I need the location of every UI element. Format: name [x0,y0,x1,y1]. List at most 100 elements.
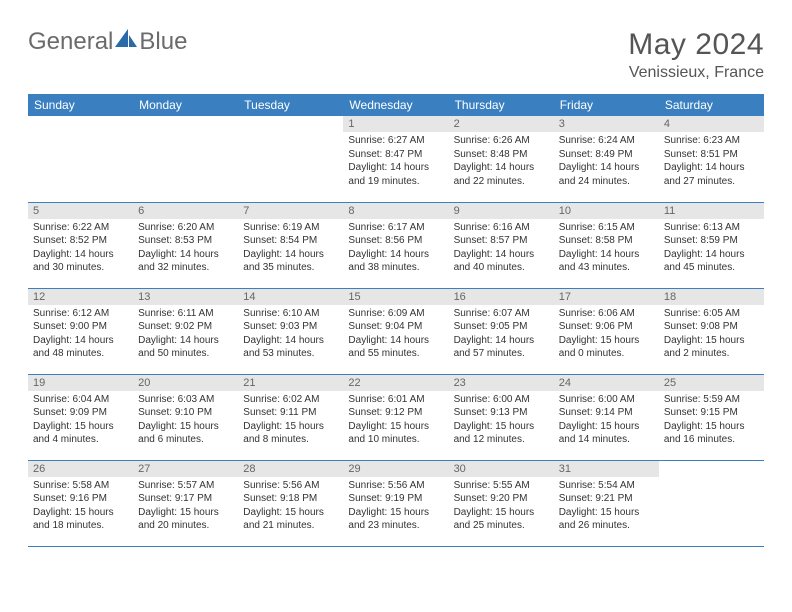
calendar-week-row: 1 Sunrise: 6:27 AMSunset: 8:47 PMDaylight… [28,116,764,202]
day-detail: Sunrise: 6:27 AMSunset: 8:47 PMDaylight:… [348,134,443,188]
day-number: 7 [238,203,343,219]
day-number: 21 [238,375,343,391]
day-number: 10 [554,203,659,219]
calendar-day-cell: 30Sunrise: 5:55 AMSunset: 9:20 PMDayligh… [449,460,554,546]
daylight-line: Daylight: 15 hours and 4 minutes. [33,420,128,447]
day-number: 8 [343,203,448,219]
daylight-line: Daylight: 15 hours and 2 minutes. [664,334,759,361]
sunrise-line: Sunrise: 6:23 AM [664,134,759,148]
daylight-line: Daylight: 15 hours and 6 minutes. [138,420,233,447]
sunset-line: Sunset: 9:20 PM [454,492,549,506]
brand-part1: General [28,28,113,56]
daylight-line: Daylight: 14 hours and 35 minutes. [243,248,338,275]
calendar-day-cell: 31Sunrise: 5:54 AMSunset: 9:21 PMDayligh… [554,460,659,546]
sunrise-line: Sunrise: 5:59 AM [664,393,759,407]
sunrise-line: Sunrise: 6:20 AM [138,221,233,235]
daylight-line: Daylight: 14 hours and 57 minutes. [454,334,549,361]
day-detail: Sunrise: 6:10 AMSunset: 9:03 PMDaylight:… [243,307,338,361]
day-number: 23 [449,375,554,391]
daylight-line: Daylight: 14 hours and 53 minutes. [243,334,338,361]
sunset-line: Sunset: 9:19 PM [348,492,443,506]
daylight-line: Daylight: 14 hours and 27 minutes. [664,161,759,188]
day-number: 13 [133,289,238,305]
sunrise-line: Sunrise: 6:15 AM [559,221,654,235]
calendar-day-cell: 2Sunrise: 6:26 AMSunset: 8:48 PMDaylight… [449,116,554,202]
sunrise-line: Sunrise: 6:10 AM [243,307,338,321]
sunset-line: Sunset: 9:09 PM [33,406,128,420]
calendar-week-row: 26Sunrise: 5:58 AMSunset: 9:16 PMDayligh… [28,460,764,546]
location-label: Venissieux, France [628,64,764,82]
calendar-day-cell: 21Sunrise: 6:02 AMSunset: 9:11 PMDayligh… [238,374,343,460]
calendar-day-cell: 24Sunrise: 6:00 AMSunset: 9:14 PMDayligh… [554,374,659,460]
day-detail: Sunrise: 6:23 AMSunset: 8:51 PMDaylight:… [664,134,759,188]
day-number: 1 [343,116,448,132]
day-detail: Sunrise: 6:00 AMSunset: 9:14 PMDaylight:… [559,393,654,447]
sunrise-line: Sunrise: 6:26 AM [454,134,549,148]
calendar-day-cell: 27Sunrise: 5:57 AMSunset: 9:17 PMDayligh… [133,460,238,546]
weekday-header: Saturday [659,94,764,116]
calendar-day-cell: 10 Sunrise: 6:15 AMSunset: 8:58 PMDayligh… [554,202,659,288]
sunset-line: Sunset: 9:03 PM [243,320,338,334]
day-number: 17 [554,289,659,305]
sunset-line: Sunset: 9:16 PM [33,492,128,506]
day-detail: Sunrise: 6:20 AMSunset: 8:53 PMDaylight:… [138,221,233,275]
sunrise-line: Sunrise: 6:06 AM [559,307,654,321]
day-detail: Sunrise: 6:03 AMSunset: 9:10 PMDaylight:… [138,393,233,447]
day-detail: Sunrise: 6:07 AMSunset: 9:05 PMDaylight:… [454,307,549,361]
calendar-day-cell: 5Sunrise: 6:22 AMSunset: 8:52 PMDaylight… [28,202,133,288]
calendar-page: General Blue May 2024 Venissieux, France… [0,0,792,547]
day-detail: Sunrise: 6:15 AMSunset: 8:58 PMDaylight:… [559,221,654,275]
day-detail: Sunrise: 6:17 AMSunset: 8:56 PMDaylight:… [348,221,443,275]
calendar-week-row: 19Sunrise: 6:04 AMSunset: 9:09 PMDayligh… [28,374,764,460]
day-detail: Sunrise: 6:01 AMSunset: 9:12 PMDaylight:… [348,393,443,447]
sunset-line: Sunset: 9:12 PM [348,406,443,420]
day-detail: Sunrise: 6:13 AMSunset: 8:59 PMDaylight:… [664,221,759,275]
sunset-line: Sunset: 8:51 PM [664,148,759,162]
daylight-line: Daylight: 15 hours and 16 minutes. [664,420,759,447]
calendar-day-cell: 20 Sunrise: 6:03 AMSunset: 9:10 PMDayligh… [133,374,238,460]
day-detail: Sunrise: 6:04 AMSunset: 9:09 PMDaylight:… [33,393,128,447]
calendar-week-row: 12 Sunrise: 6:12 AMSunset: 9:00 PM Dayligh… [28,288,764,374]
day-number: 12 [28,289,133,305]
day-detail: Sunrise: 6:00 AMSunset: 9:13 PMDaylight:… [454,393,549,447]
sunset-line: Sunset: 9:00 PM [33,320,128,334]
calendar-day-cell: 11 Sunrise: 6:13 AMSunset: 8:59 PMDayligh… [659,202,764,288]
sunset-line: Sunset: 9:13 PM [454,406,549,420]
calendar-day-cell: 28 Sunrise: 5:56 AMSunset: 9:18 PMDayligh… [238,460,343,546]
sunrise-line: Sunrise: 6:16 AM [454,221,549,235]
sunrise-line: Sunrise: 6:02 AM [243,393,338,407]
daylight-line: Daylight: 14 hours and 50 minutes. [138,334,233,361]
calendar-day-cell: 12Sunrise: 6:12 AMSunset: 9:00 PMDayligh… [28,288,133,374]
day-detail: Sunrise: 5:56 AMSunset: 9:19 PMDaylight:… [348,479,443,533]
calendar-day-cell: 22Sunrise: 6:01 AMSunset: 9:12 PMDayligh… [343,374,448,460]
day-detail: Sunrise: 6:26 AMSunset: 8:48 PMDaylight:… [454,134,549,188]
day-number: 20 [133,375,238,391]
day-number: 16 [449,289,554,305]
brand-logo: General Blue [28,28,187,56]
calendar-day-cell: 25Sunrise: 5:59 AMSunset: 9:15 PMDayligh… [659,374,764,460]
daylight-line: Daylight: 15 hours and 12 minutes. [454,420,549,447]
calendar-day-cell: 9Sunrise: 6:16 AMSunset: 8:57 PMDaylight… [449,202,554,288]
day-detail: Sunrise: 5:56 AMSunset: 9:18 PMDaylight:… [243,479,338,533]
daylight-line: Daylight: 15 hours and 20 minutes. [138,506,233,533]
calendar-day-cell: 23 Sunrise: 6:00 AMSunset: 9:13 PMDayligh… [449,374,554,460]
sunrise-line: Sunrise: 6:01 AM [348,393,443,407]
day-number: 15 [343,289,448,305]
calendar-day-cell: 4Sunrise: 6:23 AMSunset: 8:51 PMDaylight… [659,116,764,202]
sunrise-line: Sunrise: 6:27 AM [348,134,443,148]
calendar-day-cell: 8 Sunrise: 6:17 AMSunset: 8:56 PMDaylight… [343,202,448,288]
sunrise-line: Sunrise: 6:12 AM [33,307,128,321]
daylight-line: Daylight: 14 hours and 32 minutes. [138,248,233,275]
sunrise-line: Sunrise: 6:07 AM [454,307,549,321]
sunset-line: Sunset: 9:10 PM [138,406,233,420]
sunrise-line: Sunrise: 5:54 AM [559,479,654,493]
day-detail: Sunrise: 6:19 AMSunset: 8:54 PMDaylight:… [243,221,338,275]
sunset-line: Sunset: 9:21 PM [559,492,654,506]
day-number: 11 [659,203,764,219]
day-detail: Sunrise: 6:09 AMSunset: 9:04 PMDaylight:… [348,307,443,361]
sunrise-line: Sunrise: 6:04 AM [33,393,128,407]
day-number: 6 [133,203,238,219]
sunrise-line: Sunrise: 5:58 AM [33,479,128,493]
sunset-line: Sunset: 9:17 PM [138,492,233,506]
day-number: 28 [238,461,343,477]
